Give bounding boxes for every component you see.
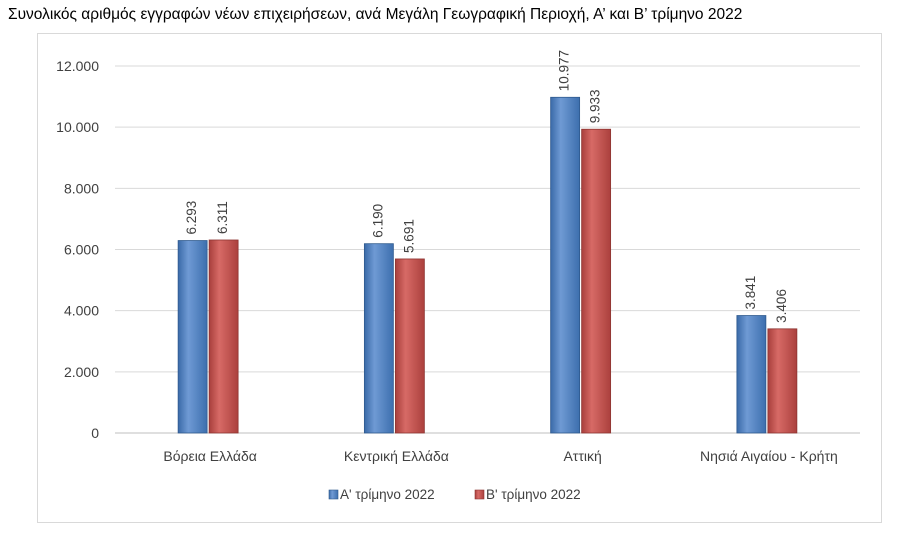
legend-label: Α' τρίμηνο 2022 bbox=[340, 487, 435, 502]
y-tick-label: 4.000 bbox=[64, 303, 99, 319]
data-label: 9.933 bbox=[588, 89, 603, 123]
y-tick-label: 12.000 bbox=[56, 58, 99, 74]
bar-q1 bbox=[177, 240, 208, 434]
data-label: 3.406 bbox=[774, 289, 789, 323]
category-label: Νησιά Αιγαίου - Κρήτη bbox=[700, 448, 838, 464]
data-label: 6.311 bbox=[215, 201, 230, 234]
y-tick-label: 0 bbox=[91, 425, 99, 441]
bar-q2 bbox=[394, 258, 425, 434]
bar-q1 bbox=[550, 96, 581, 434]
y-tick-label: 8.000 bbox=[64, 180, 99, 196]
data-label: 6.293 bbox=[184, 201, 199, 235]
legend-swatch bbox=[474, 489, 485, 500]
chart-area bbox=[37, 33, 882, 523]
y-tick-label: 2.000 bbox=[64, 364, 99, 380]
bar-q2 bbox=[767, 328, 798, 434]
data-label: 6.190 bbox=[370, 204, 385, 238]
data-label: 10.977 bbox=[557, 50, 572, 91]
data-label: 3.841 bbox=[743, 276, 758, 310]
legend-label: Β' τρίμηνο 2022 bbox=[486, 487, 581, 502]
bar-q1 bbox=[363, 243, 394, 434]
legend-swatch bbox=[328, 489, 339, 500]
bar-q2 bbox=[208, 239, 239, 434]
category-label: Αττική bbox=[563, 448, 601, 464]
y-tick-label: 6.000 bbox=[64, 242, 99, 258]
chart-title: Συνολικός αριθμός εγγραφών νέων επιχειρή… bbox=[8, 6, 743, 23]
bar-q2 bbox=[581, 128, 612, 434]
category-label: Κεντρική Ελλάδα bbox=[344, 448, 449, 464]
bar-q1 bbox=[736, 315, 767, 434]
y-tick-label: 10.000 bbox=[56, 119, 99, 135]
category-label: Βόρεια Ελλάδα bbox=[163, 448, 257, 464]
data-label: 5.691 bbox=[401, 219, 416, 253]
